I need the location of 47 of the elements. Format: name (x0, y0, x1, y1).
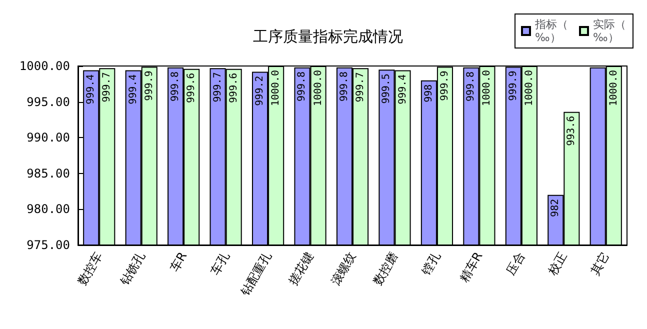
data-label: 999.7 (102, 72, 113, 102)
chart-title: 工序质量指标完成情况 (253, 28, 403, 46)
y-tick-label: 980.00 (26, 202, 70, 216)
data-label: 999.9 (439, 70, 450, 101)
data-label: 999.7 (212, 72, 224, 102)
x-tick-label: 钻铣孔 (116, 250, 148, 289)
data-label: 1000.0 (312, 70, 324, 106)
y-tick-label: 1000.00 (19, 59, 70, 73)
data-label: 1000.0 (270, 70, 282, 106)
data-label: 1000.0 (608, 70, 620, 106)
data-label: 999.6 (228, 72, 240, 103)
data-label: 999.8 (338, 71, 350, 102)
x-tick-label: 精车R (456, 250, 486, 284)
y-tick-label: 990.00 (26, 130, 70, 145)
data-label: 1000.0 (524, 70, 535, 106)
data-label: 999.8 (466, 71, 477, 102)
data-label: 999.4 (128, 74, 139, 104)
x-tick-label: 车孔 (208, 250, 232, 278)
data-label: 999.9 (144, 70, 155, 101)
data-label: 999.7 (355, 72, 366, 102)
x-tick-label: 滚螺纹 (328, 250, 359, 288)
x-tick-label: 数控车 (75, 250, 106, 288)
data-label: 999.8 (296, 71, 308, 102)
data-label: 982 (550, 198, 562, 217)
x-tick-label: 搓花键 (286, 250, 316, 288)
data-label: 999.5 (381, 74, 392, 104)
data-label: 998 (423, 84, 434, 102)
x-tick-label: 镗孔 (418, 250, 444, 278)
x-tick-label: 其它 (588, 250, 612, 278)
legend-label: 实际（‰） (593, 18, 626, 44)
x-tick-label: 数控磨 (370, 250, 401, 288)
data-label: 993.6 (566, 116, 578, 146)
x-tick-label: 校正 (545, 250, 570, 278)
data-label: 999.4 (86, 74, 97, 104)
x-tick-label: 钻配重孔 (237, 250, 274, 299)
data-label: 999.9 (508, 70, 519, 101)
x-tick-label: 车R (167, 250, 190, 274)
data-label: 999.8 (170, 71, 182, 102)
data-label: 1000.0 (482, 70, 493, 106)
y-tick-label: 995.00 (26, 94, 70, 109)
x-tick-label: 压合 (503, 250, 528, 278)
legend-label: 指标（‰） (534, 18, 568, 44)
data-label: 999.4 (397, 74, 408, 104)
data-label: 999.6 (186, 72, 198, 103)
y-tick-label: 975.00 (26, 238, 70, 252)
y-tick-label: 985.00 (26, 166, 70, 180)
data-label: 999.2 (254, 76, 266, 106)
